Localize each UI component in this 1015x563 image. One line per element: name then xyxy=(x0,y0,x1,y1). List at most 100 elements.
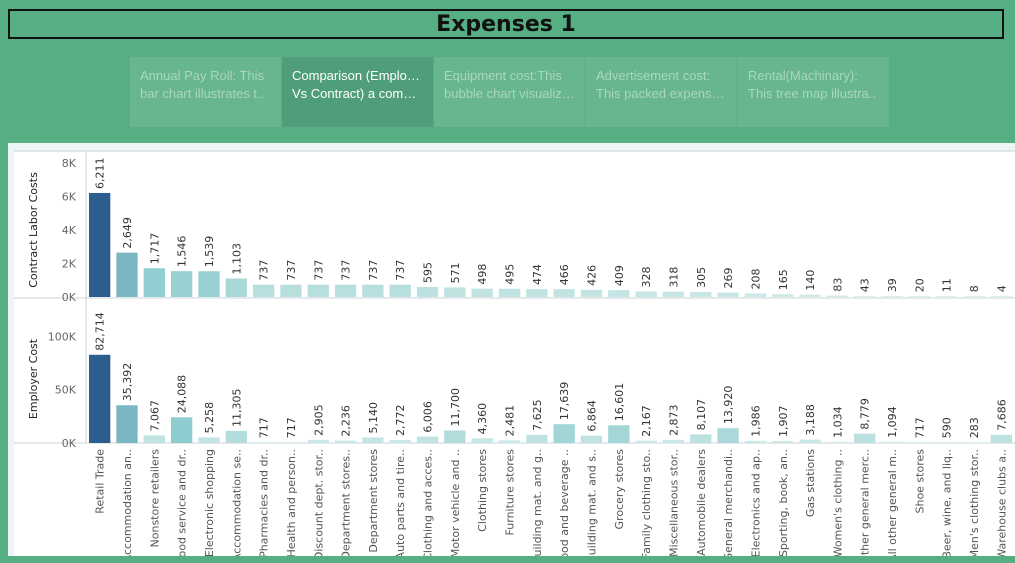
story-tab-1[interactable]: Annual Pay Roll: This bar chart illustrat… xyxy=(130,57,281,127)
bar xyxy=(143,435,165,443)
data-label: 8,779 xyxy=(859,398,872,430)
y-axis-title: Contract Labor Costs xyxy=(27,172,40,288)
data-label: 1,103 xyxy=(230,243,243,275)
bar xyxy=(389,440,411,443)
x-tick-label: Women's clothing .. xyxy=(831,449,844,556)
bar xyxy=(717,428,739,443)
bar xyxy=(362,284,384,297)
bar xyxy=(936,442,958,443)
data-label: 737 xyxy=(394,260,407,281)
bar xyxy=(854,296,876,297)
tab-caption-line-1: Comparison (Employee xyxy=(292,68,423,83)
bar xyxy=(89,354,111,443)
data-label: 11,305 xyxy=(230,388,243,427)
data-label: 2,649 xyxy=(121,217,134,249)
bar xyxy=(580,435,603,443)
story-tab-5[interactable]: Rental(Machinary): This tree map illustra… xyxy=(738,57,889,127)
data-label: 1,986 xyxy=(749,405,762,437)
x-tick-label: Food service and dr.. xyxy=(176,449,189,556)
data-label: 409 xyxy=(613,265,626,286)
x-tick-label: Electronic shopping xyxy=(203,449,216,556)
data-label: 8 xyxy=(968,285,981,292)
story-tab-2[interactable]: Comparison (Employee Vs Contract) a compa… xyxy=(282,57,433,127)
data-label: 39 xyxy=(886,278,899,292)
x-tick-label: Auto parts and tire.. xyxy=(394,449,407,556)
story-tabs: Annual Pay Roll: This bar chart illustrat… xyxy=(130,57,890,127)
data-label: 7,067 xyxy=(148,400,161,432)
data-label: 474 xyxy=(531,264,544,285)
data-label: 498 xyxy=(476,264,489,285)
tab-caption-line-1: Equipment cost:This xyxy=(444,68,562,83)
y-tick-label: 6K xyxy=(62,191,77,204)
bar xyxy=(717,292,739,297)
data-label: 737 xyxy=(340,260,353,281)
data-label: 5,258 xyxy=(203,402,216,434)
bar xyxy=(690,291,712,297)
bar xyxy=(116,405,138,443)
story-tab-3[interactable]: Equipment cost:This bubble chart visualiz… xyxy=(434,57,585,127)
data-label: 13,920 xyxy=(722,386,735,425)
bar xyxy=(990,296,1012,297)
data-label: 595 xyxy=(422,262,435,283)
bar xyxy=(553,289,575,297)
y-tick-label: 50K xyxy=(55,384,77,397)
data-label: 2,236 xyxy=(340,405,353,437)
data-label: 1,546 xyxy=(176,236,189,268)
chart-panel: Contract Labor Costs 0K 2K 4K 6K 8K 6,211 2,649… xyxy=(8,143,1015,556)
data-label: 590 xyxy=(941,417,954,438)
bar xyxy=(608,290,630,297)
data-label: 318 xyxy=(667,267,680,288)
x-tick-label: Furniture stores xyxy=(504,449,517,536)
tab-caption-line-1: Advertisement cost: xyxy=(596,68,711,83)
data-label: 737 xyxy=(312,260,325,281)
x-tick-label: Accommodation se.. xyxy=(230,449,243,556)
data-label: 2,873 xyxy=(667,404,680,436)
bar xyxy=(444,287,466,297)
y-tick-label: 100K xyxy=(48,330,77,343)
bar xyxy=(471,438,493,443)
data-label: 4,360 xyxy=(476,403,489,435)
data-label: 4 xyxy=(995,285,1008,292)
comparison-bar-chart: Contract Labor Costs 0K 2K 4K 6K 8K 6,211 2,649… xyxy=(14,150,1015,556)
tab-caption-line-2: Vs Contract) a compa.. xyxy=(292,86,423,101)
story-tab-4[interactable]: Advertisement cost: This packed expenses.… xyxy=(586,57,737,127)
bar xyxy=(252,284,275,297)
data-label: 6,006 xyxy=(422,401,435,433)
data-label: 140 xyxy=(804,270,817,291)
bar xyxy=(826,441,849,443)
data-label: 83 xyxy=(831,278,844,292)
x-tick-label: Department stores.. xyxy=(340,449,353,556)
bar xyxy=(526,434,548,443)
x-tick-label: Clothing stores xyxy=(476,449,489,532)
data-label: 305 xyxy=(695,267,708,288)
bar xyxy=(471,288,493,297)
x-tick-label: Family clothing sto.. xyxy=(640,449,653,556)
data-label: 495 xyxy=(504,264,517,285)
panel-left-strip xyxy=(8,143,14,556)
data-label: 283 xyxy=(968,417,981,438)
data-label: 737 xyxy=(367,260,380,281)
bar xyxy=(881,441,903,443)
tab-caption-line-2: This tree map illustra.. xyxy=(748,86,876,101)
data-label: 571 xyxy=(449,262,462,283)
x-tick-label: Clothing and acces.. xyxy=(422,449,435,556)
data-label: 7,625 xyxy=(531,399,544,431)
bar xyxy=(307,439,329,443)
x-tick-label: Building mat. and s.. xyxy=(585,449,598,556)
bar xyxy=(334,284,357,297)
data-label: 6,211 xyxy=(94,157,107,189)
y-tick-label: 2K xyxy=(62,258,77,271)
bar xyxy=(389,284,411,297)
x-tick-label: Gas stations xyxy=(804,449,817,517)
bar xyxy=(662,439,685,443)
bar xyxy=(143,268,165,297)
y-tick-label: 0K xyxy=(62,291,77,304)
bar xyxy=(772,440,794,443)
bar xyxy=(334,440,357,443)
y-tick-label: 8K xyxy=(62,157,77,170)
x-tick-label: Grocery stores xyxy=(613,449,626,530)
x-tick-label: Pharmacies and dr.. xyxy=(258,449,271,556)
bar xyxy=(635,291,657,297)
bar xyxy=(170,417,193,443)
data-label: 7,686 xyxy=(995,399,1008,431)
